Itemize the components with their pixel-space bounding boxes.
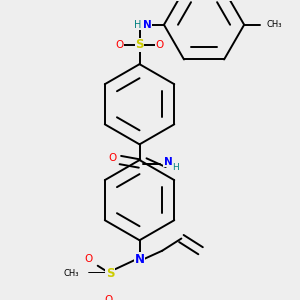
Text: S: S — [106, 267, 114, 280]
Text: H: H — [172, 163, 179, 172]
Text: N: N — [134, 253, 145, 266]
Text: N: N — [164, 157, 172, 167]
Text: N: N — [143, 20, 152, 30]
Text: S: S — [135, 38, 144, 52]
Text: CH₃: CH₃ — [63, 269, 79, 278]
Text: H: H — [134, 20, 142, 30]
Text: O: O — [105, 295, 113, 300]
Text: O: O — [85, 254, 93, 264]
Text: CH₃: CH₃ — [267, 20, 282, 29]
Text: O: O — [115, 40, 123, 50]
Text: O: O — [156, 40, 164, 50]
Text: O: O — [109, 153, 117, 163]
